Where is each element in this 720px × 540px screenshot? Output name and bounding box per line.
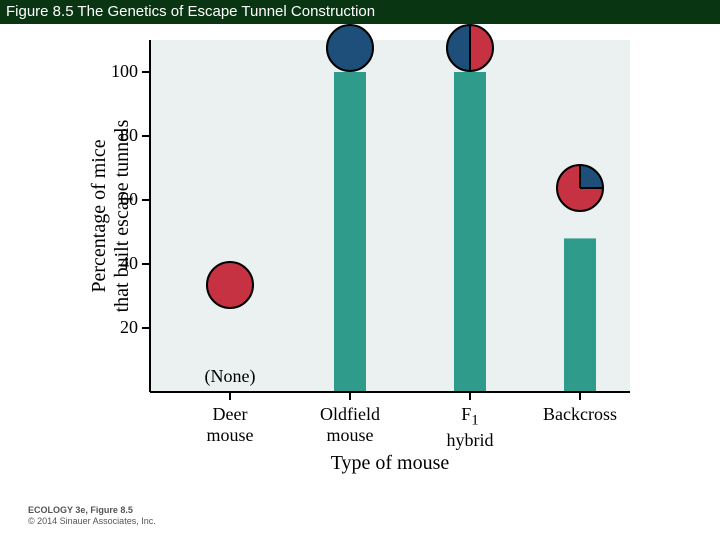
y-axis-label: Percentage of mice that built escape tun… [88, 40, 134, 392]
pie-marker-2 [447, 25, 493, 71]
category-label-0: Deermouse [170, 404, 290, 445]
category-label-2: F1hybrid [410, 404, 530, 451]
none-label: (None) [180, 366, 280, 387]
attribution: ECOLOGY 3e, Figure 8.5 © 2014 Sinauer As… [28, 505, 156, 527]
attribution-line1: ECOLOGY 3e, Figure 8.5 [28, 505, 156, 516]
pie-marker-1 [327, 25, 373, 71]
category-label-1: Oldfieldmouse [290, 404, 410, 445]
bar-2 [454, 72, 486, 392]
category-label-3: Backcross [520, 404, 640, 425]
bar-3 [564, 238, 596, 392]
chart-area: 20406080100Deermouse(None)OldfieldmouseF… [0, 0, 720, 540]
attribution-line2: © 2014 Sinauer Associates, Inc. [28, 516, 156, 527]
plot-background [150, 40, 630, 392]
pie-marker-0 [207, 262, 253, 308]
bar-1 [334, 72, 366, 392]
x-axis-label: Type of mouse [150, 452, 630, 475]
pie-marker-3 [557, 165, 603, 211]
